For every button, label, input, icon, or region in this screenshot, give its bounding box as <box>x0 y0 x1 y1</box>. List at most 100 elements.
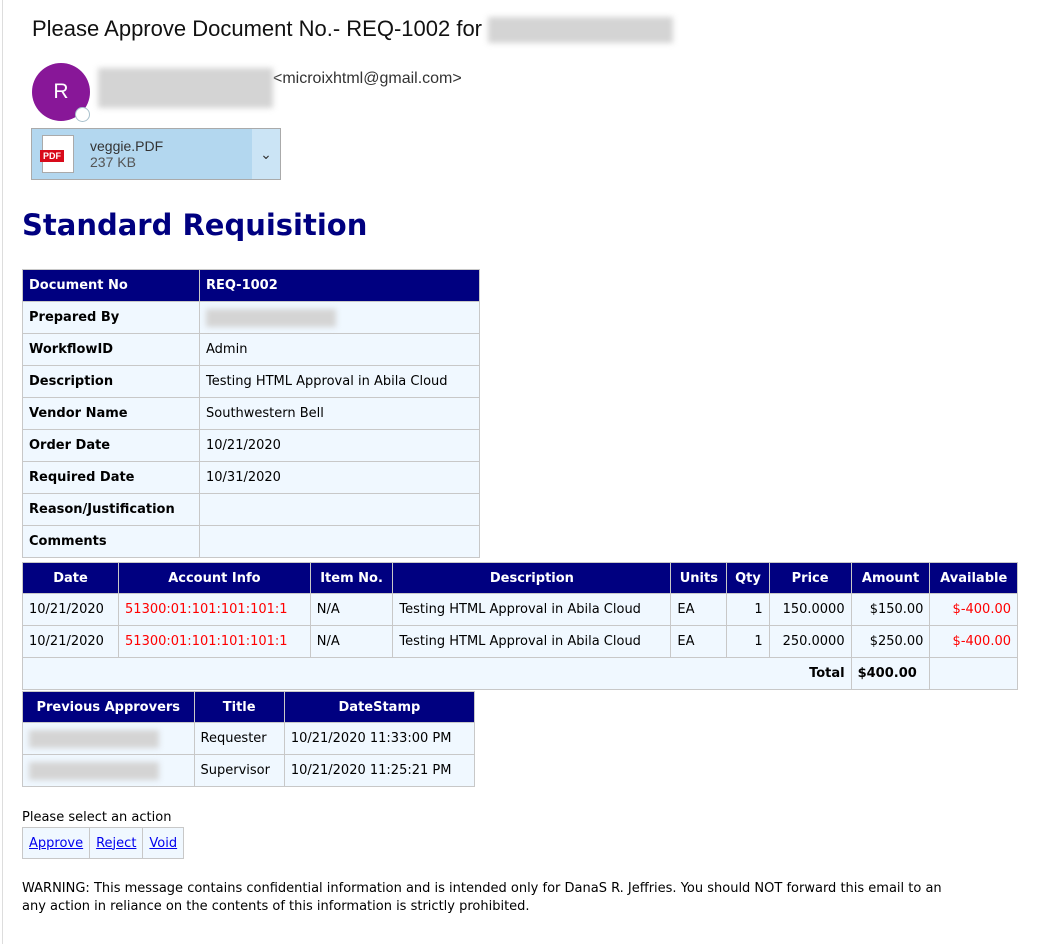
field-label: Comments <box>22 525 200 558</box>
approver-title: Supervisor <box>193 754 285 787</box>
void-link[interactable]: Void <box>149 835 178 851</box>
empty-cell <box>929 657 1018 690</box>
column-header: DateStamp <box>283 691 476 723</box>
field-value <box>199 525 480 558</box>
cell-available: $-400.00 <box>929 625 1018 658</box>
cell-qty: 1 <box>726 593 770 626</box>
attachment-size: 237 KB <box>90 154 136 170</box>
field-value: Testing HTML Approval in Abila Cloud <box>199 365 480 398</box>
approver-datestamp: 10/21/2020 11:33:00 PM <box>283 722 476 755</box>
column-header: Units <box>670 562 728 594</box>
pane-border <box>2 0 3 944</box>
field-row: Comments <box>22 525 480 558</box>
line-items-table: Date Account Info Item No. Description Units… <box>21 562 1018 690</box>
cell-qty: 1 <box>726 625 770 658</box>
warning-line: any action in reliance on the contents o… <box>22 899 530 914</box>
sender[interactable]: <microixhtml@gmail.com> <box>98 68 462 108</box>
total-row: Total $400.00 <box>22 657 1018 690</box>
approvers-table: Previous Approvers Title DateStamp Request… <box>22 691 476 787</box>
page-title: Standard Requisition <box>22 208 368 242</box>
pdf-file-icon: PDF <box>40 135 74 173</box>
reject-link[interactable]: Reject <box>96 835 137 851</box>
presence-status-icon <box>75 107 90 122</box>
action-cell: Reject <box>89 827 144 859</box>
action-prompt: Please select an action <box>22 810 172 825</box>
field-label: Prepared By <box>22 301 200 334</box>
approver-name <box>22 722 195 755</box>
approver-row: Requester 10/21/2020 11:33:00 PM <box>22 722 476 755</box>
field-value: Southwestern Bell <box>199 397 480 430</box>
field-label: Description <box>22 365 200 398</box>
attachment[interactable]: PDF veggie.PDF 237 KB ⌄ <box>31 128 281 180</box>
cell-amount: $250.00 <box>850 625 931 658</box>
approver-name <box>22 754 195 787</box>
document-no-value: REQ-1002 <box>199 269 480 302</box>
warning-line: WARNING: This message contains confident… <box>22 881 942 896</box>
approve-link[interactable]: Approve <box>29 835 84 851</box>
field-label: Order Date <box>22 429 200 462</box>
cell-account-info: 51300:01:101:101:101:1 <box>118 625 311 658</box>
action-cell: Void <box>142 827 185 859</box>
cell-units: EA <box>670 625 728 658</box>
column-header: Qty <box>726 562 770 594</box>
action-cell: Approve <box>21 827 91 859</box>
chevron-down-icon[interactable]: ⌄ <box>252 129 280 179</box>
document-no-label: Document No <box>22 269 200 302</box>
cell-item-no: N/A <box>309 593 394 626</box>
email-subject: Please Approve Document No.- REQ-1002 fo… <box>32 16 674 44</box>
redacted-sender-name <box>98 68 273 108</box>
field-value <box>199 301 480 334</box>
column-header: Item No. <box>309 562 394 594</box>
cell-description: Testing HTML Approval in Abila Cloud <box>392 593 672 626</box>
table-row: 10/21/2020 51300:01:101:101:101:1 N/A Testi… <box>21 625 1018 658</box>
total-value: $400.00 <box>850 657 931 690</box>
redacted-name <box>488 17 674 44</box>
cell-date: 10/21/2020 <box>21 625 120 658</box>
field-value <box>199 493 480 526</box>
field-row: Description Testing HTML Approval in Abil… <box>22 365 480 398</box>
action-links: Approve Reject Void <box>21 827 185 859</box>
approver-title: Requester <box>193 722 285 755</box>
cell-account-info: 51300:01:101:101:101:1 <box>118 593 311 626</box>
table-row: 10/21/2020 51300:01:101:101:101:1 N/A Testi… <box>21 593 1018 626</box>
cell-price: 250.0000 <box>768 625 852 658</box>
field-row: Vendor Name Southwestern Bell <box>22 397 480 430</box>
field-label: WorkflowID <box>22 333 200 366</box>
total-label: Total <box>22 657 852 690</box>
column-header: Title <box>193 691 285 723</box>
column-header: Description <box>392 562 672 594</box>
attachment-open[interactable]: PDF veggie.PDF 237 KB <box>32 129 252 179</box>
field-label: Required Date <box>22 461 200 494</box>
field-value: 10/31/2020 <box>199 461 480 494</box>
column-header: Account Info <box>118 562 311 594</box>
redacted-name <box>206 308 336 327</box>
redacted-name <box>29 761 159 780</box>
sender-avatar[interactable]: R <box>32 63 90 121</box>
field-row: WorkflowID Admin <box>22 333 480 366</box>
approver-row: Supervisor 10/21/2020 11:25:21 PM <box>22 754 476 787</box>
cell-item-no: N/A <box>309 625 394 658</box>
field-value: Admin <box>199 333 480 366</box>
approver-datestamp: 10/21/2020 11:25:21 PM <box>283 754 476 787</box>
column-header: Price <box>768 562 852 594</box>
field-label: Reason/Justification <box>22 493 200 526</box>
field-value: 10/21/2020 <box>199 429 480 462</box>
requisition-header-table: Document No REQ-1002 Prepared By WorkflowI… <box>22 269 480 558</box>
warning-text: WARNING: This message contains confident… <box>22 880 942 916</box>
field-row: Prepared By <box>22 301 480 334</box>
cell-units: EA <box>670 593 728 626</box>
cell-description: Testing HTML Approval in Abila Cloud <box>392 625 672 658</box>
sender-email: <microixhtml@gmail.com> <box>273 70 462 87</box>
column-header: Amount <box>850 562 931 594</box>
field-label: Vendor Name <box>22 397 200 430</box>
avatar-initial: R <box>53 80 69 103</box>
cell-date: 10/21/2020 <box>21 593 120 626</box>
column-header: Date <box>21 562 120 594</box>
cell-amount: $150.00 <box>850 593 931 626</box>
redacted-name <box>29 729 159 748</box>
column-header: Available <box>929 562 1018 594</box>
cell-available: $-400.00 <box>929 593 1018 626</box>
field-row: Required Date 10/31/2020 <box>22 461 480 494</box>
field-row: Order Date 10/21/2020 <box>22 429 480 462</box>
field-row: Reason/Justification <box>22 493 480 526</box>
